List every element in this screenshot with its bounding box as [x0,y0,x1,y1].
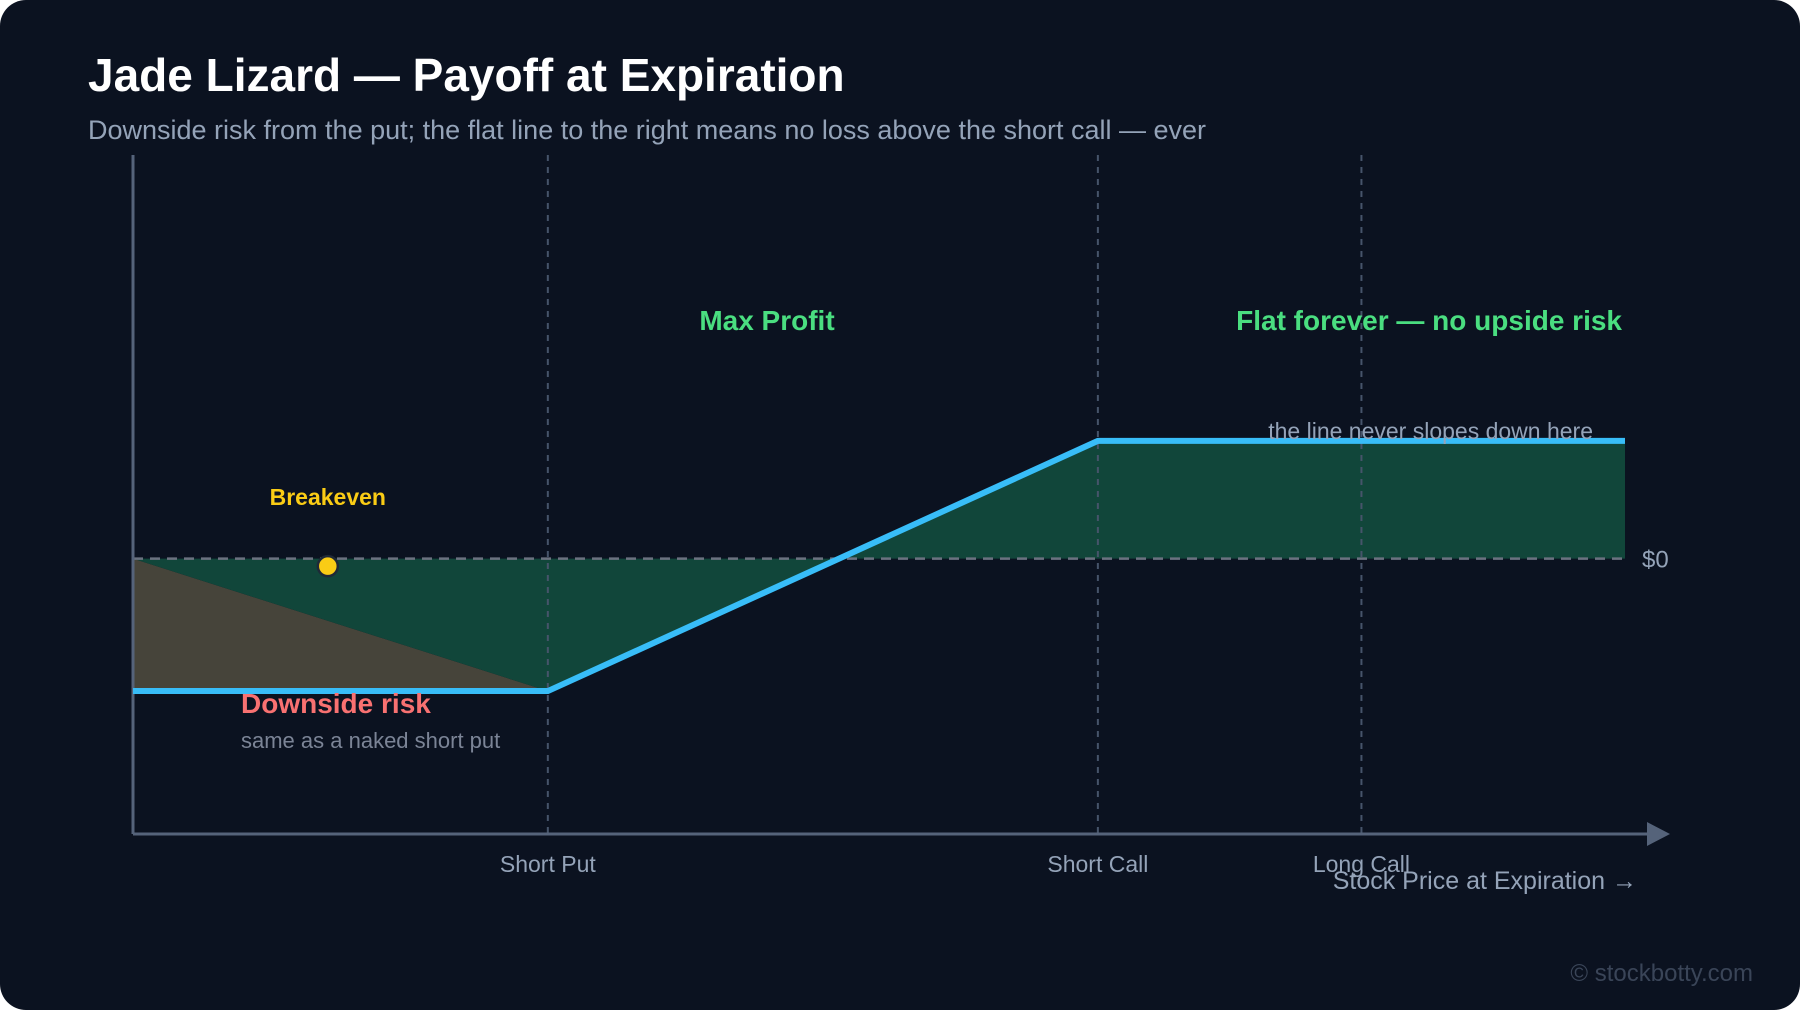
breakeven-label: Breakeven [270,484,386,510]
profit-area [133,440,1625,692]
chart-title: Jade Lizard — Payoff at Expiration [88,49,845,101]
strike-markers [546,155,1363,834]
payoff-line [133,437,1625,695]
strike-labels: Short Put Short Call Long Call [500,851,1410,877]
strike-label-2: Long Call [1313,851,1410,877]
breakeven-point [316,554,340,578]
never-slopes-note: the line never slopes down here [1268,418,1593,444]
zero-label: $0 [1642,547,1669,574]
x-axis-label: Stock Price at Expiration → [1333,867,1637,895]
watermark: © stockbotty.com [1570,960,1753,987]
downside-risk-label: Downside risk [241,688,431,719]
flat-forever-label: Flat forever — no upside risk [1236,305,1622,336]
strike-label-0: Short Put [500,851,596,877]
max-profit-label: Max Profit [699,305,834,336]
strike-label-1: Short Call [1047,851,1148,877]
chart-subtitle: Downside risk from the put; the flat lin… [88,115,1207,145]
x-axis-arrow [1647,822,1670,846]
downside-risk-note: same as a naked short put [241,728,500,753]
